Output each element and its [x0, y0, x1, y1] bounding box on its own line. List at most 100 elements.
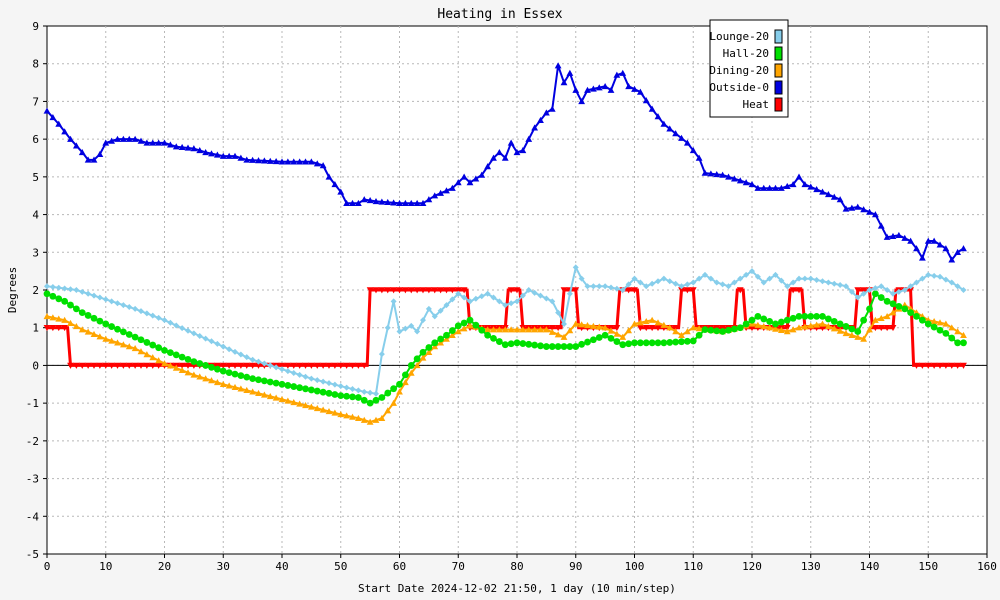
data-point — [595, 323, 603, 330]
data-point — [431, 313, 438, 320]
data-point — [214, 340, 221, 347]
data-point — [126, 303, 133, 310]
data-point — [225, 362, 233, 369]
data-point — [719, 328, 727, 335]
data-point — [184, 144, 192, 151]
data-point — [584, 322, 591, 329]
data-point — [783, 324, 791, 332]
data-point — [296, 400, 304, 407]
data-point — [566, 69, 574, 76]
data-point — [161, 346, 168, 354]
data-point — [349, 199, 356, 206]
data-point — [572, 86, 580, 93]
data-point — [361, 388, 368, 395]
data-point — [296, 371, 303, 378]
data-point — [390, 287, 398, 294]
data-point — [948, 334, 956, 342]
data-point — [413, 362, 421, 369]
data-point — [425, 305, 432, 312]
data-point — [854, 203, 862, 210]
legend-label-dining-20: Dining-20 — [709, 64, 769, 77]
data-point — [72, 142, 80, 149]
data-point — [131, 333, 139, 341]
data-point — [490, 154, 497, 161]
data-point — [260, 157, 268, 164]
data-point — [308, 375, 315, 382]
data-point — [678, 331, 685, 338]
data-point — [237, 154, 245, 161]
data-point — [578, 321, 586, 328]
legend: Lounge-20 Hall-20 Dining-20 Outside-0 Heat — [709, 19, 789, 118]
data-point — [649, 280, 656, 287]
data-point — [930, 318, 938, 325]
data-point — [537, 326, 544, 333]
data-point — [55, 315, 63, 322]
data-point — [801, 275, 808, 282]
data-point — [777, 184, 785, 191]
data-point — [455, 290, 462, 297]
data-point — [372, 197, 380, 205]
data-point — [378, 198, 386, 205]
data-point — [654, 339, 662, 347]
data-point — [495, 338, 503, 345]
data-point — [689, 147, 697, 154]
data-point — [319, 388, 327, 396]
data-point — [161, 317, 168, 324]
data-point — [607, 335, 615, 342]
data-point — [155, 139, 163, 146]
data-point — [366, 399, 374, 407]
data-point — [325, 389, 333, 397]
y-tick-label: -1 — [26, 397, 39, 410]
data-point — [290, 362, 298, 369]
data-point — [255, 358, 262, 365]
x-tick-label: 110 — [683, 560, 703, 573]
data-point — [689, 337, 697, 345]
data-point — [695, 325, 703, 332]
data-point — [307, 362, 315, 369]
data-point — [366, 287, 374, 294]
data-point — [930, 237, 938, 244]
data-point — [337, 383, 344, 390]
x-tick-label: 60 — [393, 560, 406, 573]
data-point — [619, 341, 627, 349]
legend-swatch-hall-20 — [774, 46, 783, 61]
data-point — [366, 418, 374, 425]
data-point — [219, 380, 227, 388]
data-point — [666, 125, 674, 132]
data-point — [642, 324, 650, 332]
data-point — [331, 409, 339, 416]
data-point — [871, 316, 879, 323]
data-point — [91, 292, 97, 299]
data-point — [49, 324, 57, 332]
data-point — [595, 334, 603, 341]
data-point — [196, 373, 204, 380]
y-tick-label: 0 — [32, 359, 39, 372]
data-point — [284, 362, 292, 369]
data-point — [490, 326, 497, 333]
data-point — [120, 302, 127, 309]
data-point — [942, 245, 950, 252]
data-point — [472, 321, 480, 329]
data-point — [960, 362, 967, 369]
data-point — [895, 288, 902, 295]
data-point — [931, 272, 938, 279]
data-point — [725, 173, 732, 180]
y-tick-label: -4 — [26, 510, 40, 523]
data-point — [907, 309, 915, 317]
data-point — [461, 294, 468, 301]
data-point — [149, 139, 157, 146]
data-point — [683, 337, 691, 345]
data-point — [578, 275, 585, 282]
data-point — [184, 355, 192, 363]
data-point — [954, 328, 962, 335]
data-point — [396, 199, 403, 206]
data-point — [824, 191, 832, 198]
data-point — [143, 351, 151, 358]
data-point — [278, 380, 286, 388]
data-point — [719, 324, 727, 332]
data-point — [208, 377, 215, 384]
data-point — [871, 211, 879, 218]
x-tick-label: 160 — [977, 560, 997, 573]
data-point — [960, 339, 967, 347]
data-point — [836, 327, 844, 334]
